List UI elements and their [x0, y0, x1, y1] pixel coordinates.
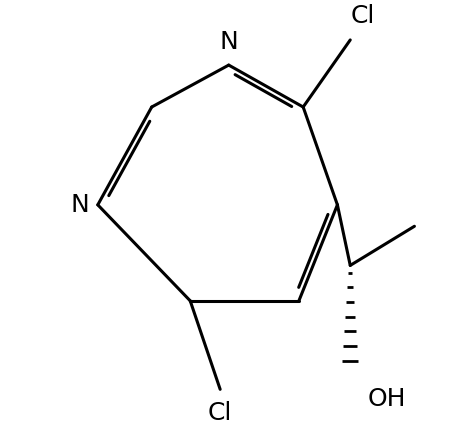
- Text: N: N: [219, 30, 238, 54]
- Text: OH: OH: [367, 386, 406, 410]
- Text: Cl: Cl: [351, 4, 375, 28]
- Text: Cl: Cl: [208, 401, 233, 425]
- Text: N: N: [70, 193, 89, 217]
